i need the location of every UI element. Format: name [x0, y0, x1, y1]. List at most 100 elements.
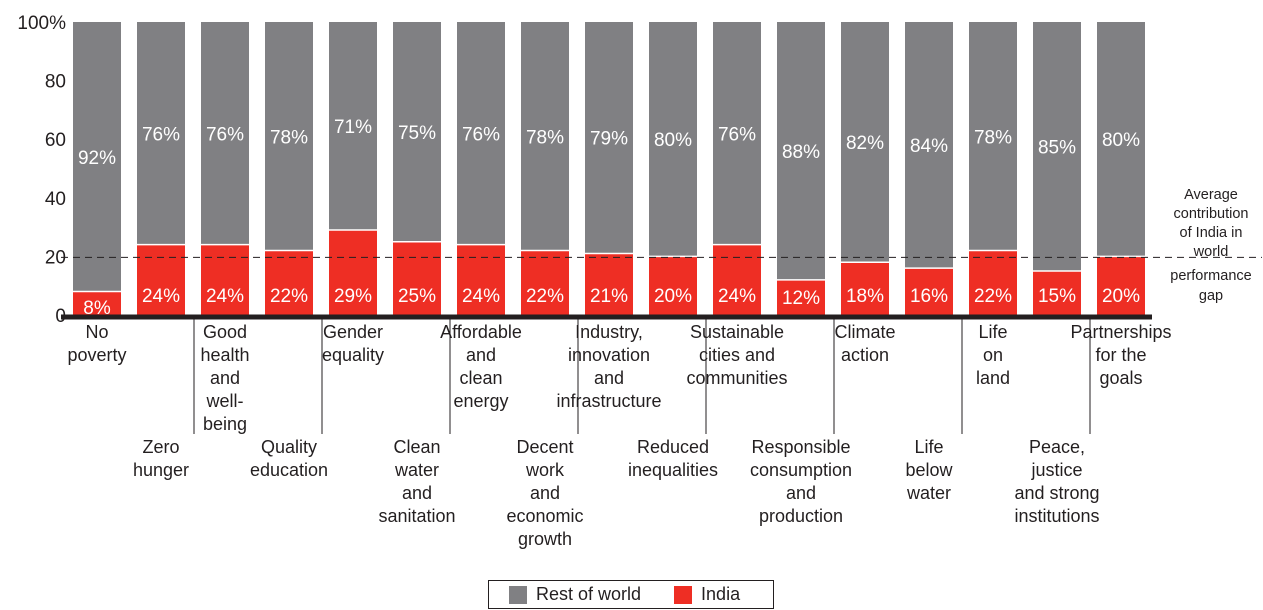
bar-india — [777, 279, 825, 315]
data-label-india: 18% — [846, 286, 884, 307]
data-label-rest-of-world: 84% — [910, 136, 948, 157]
x-category-label: Partnerships — [1070, 322, 1171, 342]
x-category-label: and — [466, 345, 496, 365]
bar-india — [841, 262, 889, 315]
x-category-label: work — [525, 460, 565, 480]
x-category-label: inequalities — [628, 460, 718, 480]
data-label-india: 21% — [590, 286, 628, 307]
bars: 92% 8% 76% 24% 76% 24% 78% 22% 71% 29% 75% 25% 76% 24… — [73, 22, 1145, 319]
x-category-label: well- — [205, 391, 243, 411]
bar-india — [393, 241, 441, 315]
data-label-rest-of-world: 80% — [1102, 130, 1140, 151]
x-category-label: Reduced — [637, 437, 709, 457]
bar-rest-of-world — [649, 22, 697, 257]
x-category-label: clean — [459, 368, 502, 388]
data-label-rest-of-world: 80% — [654, 130, 692, 151]
x-category-label: consumption — [750, 460, 852, 480]
y-tick-label: 100% — [17, 13, 66, 34]
data-label-rest-of-world: 78% — [526, 127, 564, 148]
bar-rest-of-world — [841, 22, 889, 263]
x-category-label: Climate — [834, 322, 895, 342]
data-label-rest-of-world: 78% — [270, 127, 308, 148]
y-axis-ticks: 0 20 40 60 80 100% — [17, 13, 66, 327]
x-category-label: Responsible — [751, 437, 850, 457]
x-category-label: institutions — [1014, 506, 1099, 526]
x-category-label: production — [759, 506, 843, 526]
legend-swatch-rest-of-world — [509, 585, 527, 604]
bar-india — [1033, 271, 1081, 315]
x-category-label: water — [906, 483, 951, 503]
reference-line-label: performance — [1170, 268, 1251, 284]
bar-india — [265, 250, 313, 315]
bar-india — [73, 291, 121, 315]
stacked-bar-chart: 0 20 40 60 80 100% 92% 8% 76% 24% 76% 24% 78% 22% 71%… — [17, 13, 1262, 549]
x-category-label: below — [905, 460, 953, 480]
x-category-label: innovation — [568, 345, 650, 365]
x-category-label: being — [203, 414, 247, 434]
x-category-label: and strong — [1014, 483, 1099, 503]
x-category-label: Good — [203, 322, 247, 342]
x-category-label: energy — [453, 391, 508, 411]
x-category-label: poverty — [67, 345, 126, 365]
y-tick-label: 80 — [45, 72, 66, 93]
reference-line-group: Average contribution of India in world perfo… — [61, 187, 1262, 304]
x-category-label: hunger — [133, 460, 189, 480]
bar-rest-of-world — [265, 22, 313, 251]
data-label-rest-of-world: 75% — [398, 123, 436, 144]
y-tick-label: 20 — [45, 247, 66, 268]
bar-india — [905, 268, 953, 315]
x-category-label: action — [841, 345, 889, 365]
data-label-india: 24% — [142, 286, 180, 307]
reference-line-label: of India in — [1180, 225, 1243, 241]
data-label-india: 29% — [334, 286, 372, 307]
x-category-label: Industry, — [575, 322, 643, 342]
x-category-label: Peace, — [1029, 437, 1085, 457]
bar-rest-of-world — [521, 22, 569, 251]
bar-rest-of-world — [1033, 22, 1081, 272]
data-label-rest-of-world: 78% — [974, 127, 1012, 148]
bar-rest-of-world — [73, 22, 121, 292]
data-label-rest-of-world: 88% — [782, 142, 820, 163]
x-category-label: communities — [686, 368, 787, 388]
y-tick-label: 60 — [45, 130, 66, 151]
x-category-label: cities and — [699, 345, 775, 365]
y-tick-label: 0 — [55, 306, 66, 327]
bar-rest-of-world — [905, 22, 953, 269]
x-category-label: economic — [506, 506, 583, 526]
bar-rest-of-world — [1097, 22, 1145, 257]
bar-rest-of-world — [457, 22, 505, 245]
legend: Rest of world India — [488, 580, 774, 609]
x-category-label: Life — [914, 437, 943, 457]
bar-rest-of-world — [969, 22, 1017, 251]
x-category-label: infrastructure — [556, 391, 661, 411]
bar-india — [649, 256, 697, 315]
legend-swatch-india — [674, 585, 693, 604]
x-category-label: justice — [1030, 460, 1082, 480]
bar-rest-of-world — [329, 22, 377, 231]
x-category-label: Zero — [142, 437, 179, 457]
legend-item-india: India — [674, 584, 740, 605]
x-category-label: Clean — [393, 437, 440, 457]
data-label-india: 24% — [718, 286, 756, 307]
x-category-label: and — [402, 483, 432, 503]
legend-item-rest-of-world: Rest of world — [509, 584, 641, 605]
bar-india — [969, 250, 1017, 315]
data-label-rest-of-world: 79% — [590, 129, 628, 150]
bar-rest-of-world — [201, 22, 249, 245]
bar-rest-of-world — [713, 22, 761, 245]
x-category-label: and — [594, 368, 624, 388]
bar-india — [137, 244, 185, 315]
category-labels: No poverty Zero hunger Good health and well-bei… — [67, 318, 1172, 549]
data-label-rest-of-world: 76% — [142, 124, 180, 145]
data-label-india: 24% — [206, 286, 244, 307]
x-category-label: water — [394, 460, 439, 480]
bar-india — [457, 244, 505, 315]
legend-label-india: India — [701, 584, 741, 604]
x-category-label: sanitation — [378, 506, 455, 526]
data-label-india: 15% — [1038, 286, 1076, 307]
reference-line-label: Average — [1184, 187, 1238, 203]
data-label-rest-of-world: 76% — [206, 124, 244, 145]
data-label-india: 16% — [910, 286, 948, 307]
bar-india — [329, 230, 377, 315]
x-category-label: and — [210, 368, 240, 388]
